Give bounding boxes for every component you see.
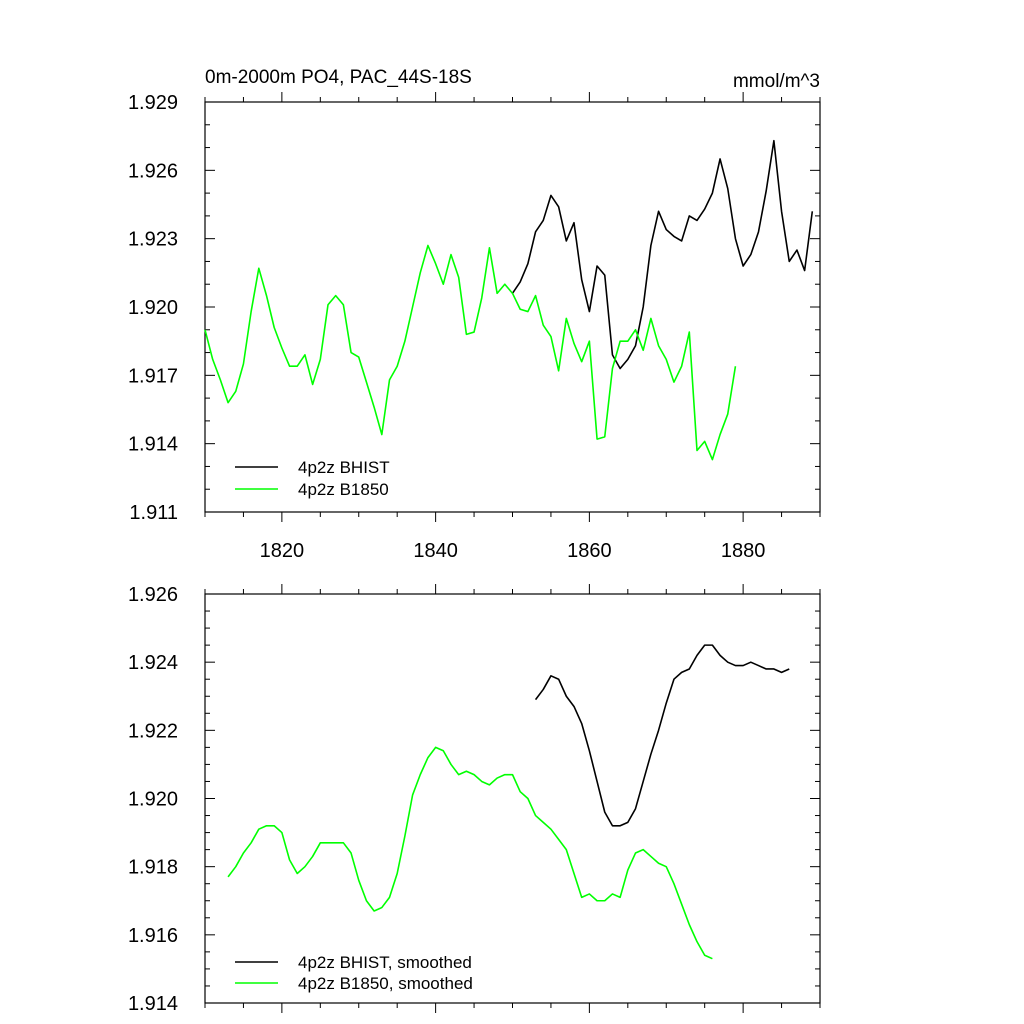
y-tick-label: 1.924 xyxy=(128,652,178,674)
x-tick-label: 1840 xyxy=(413,540,458,562)
y-tick-label: 1.920 xyxy=(128,789,178,811)
series-line-bhist xyxy=(534,644,790,827)
bottom-panel-series xyxy=(227,644,790,960)
y-tick-label: 1.920 xyxy=(128,297,178,319)
bottom-panel: 1.914 1.916 1.918 1.920 1.922 1.924 1.926 4p2z… xyxy=(128,584,821,1015)
y-tick-label: 1.922 xyxy=(128,720,178,742)
x-tick-label: 1860 xyxy=(567,540,612,562)
plot-frame xyxy=(204,593,821,1004)
plot-frame xyxy=(204,101,821,513)
y-tick-label: 1.923 xyxy=(128,229,178,251)
y-tick-label: 1.926 xyxy=(128,160,178,182)
y-tick-label: 1.916 xyxy=(128,925,178,947)
top-panel-axes: 1820 1840 1860 1880 1.911 1.914 1.917 1.920 1.92… xyxy=(128,92,821,562)
top-panel: 0m-2000m PO4, PAC_44S-18S mmol/m^3 1820 1… xyxy=(128,67,821,562)
legend-label: 4p2z B1850, smoothed xyxy=(298,974,473,993)
bottom-panel-legend: 4p2z BHIST, smoothed 4p2z B1850, smoothed xyxy=(235,953,473,993)
top-panel-legend: 4p2z BHIST 4p2z B1850 xyxy=(235,458,390,499)
y-tick-label: 1.914 xyxy=(128,993,178,1015)
y-tick-label: 1.914 xyxy=(128,434,178,456)
x-tick-label: 1820 xyxy=(260,540,305,562)
series-line-b1850 xyxy=(227,746,713,960)
y-tick-label: 1.926 xyxy=(128,584,178,606)
bottom-panel-axes: 1.914 1.916 1.918 1.920 1.922 1.924 1.926 xyxy=(128,584,821,1015)
x-tick-label: 1880 xyxy=(721,540,766,562)
legend-label: 4p2z B1850 xyxy=(298,480,389,499)
series-line-bhist xyxy=(511,139,814,370)
y-tick-label: 1.917 xyxy=(128,365,178,387)
y-tick-label: 1.918 xyxy=(128,857,178,879)
legend-label: 4p2z BHIST xyxy=(298,458,390,477)
chart-title: 0m-2000m PO4, PAC_44S-18S xyxy=(205,67,472,88)
y-tick-label: 1.929 xyxy=(128,92,178,114)
top-panel-series xyxy=(204,139,814,461)
legend-label: 4p2z BHIST, smoothed xyxy=(298,953,472,972)
y-tick-label: 1.911 xyxy=(129,502,178,524)
series-line-b1850 xyxy=(204,244,737,461)
units-label: mmol/m^3 xyxy=(733,71,820,92)
